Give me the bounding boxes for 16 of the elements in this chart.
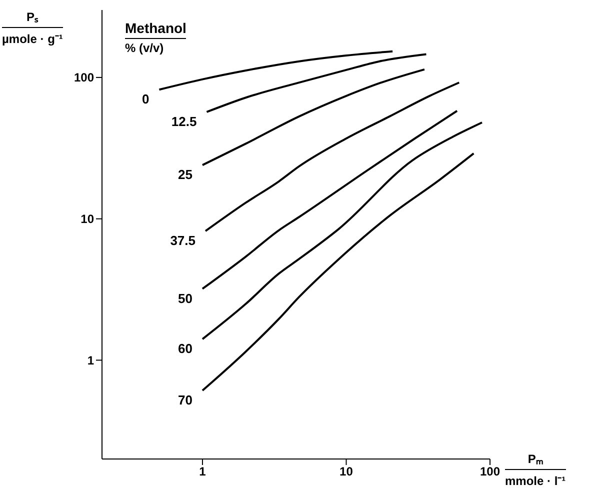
x-tick-label: 100 bbox=[480, 464, 500, 479]
y-tick-label: 100 bbox=[74, 70, 94, 85]
x-tick-label: 10 bbox=[340, 464, 354, 479]
x-axis-title: Pₘ mmole · l⁻¹ bbox=[505, 451, 566, 489]
series-label: 70 bbox=[178, 392, 192, 408]
series-label: 25 bbox=[178, 167, 192, 182]
y-tick-label: 10 bbox=[80, 212, 94, 226]
y-tick-label: 1 bbox=[87, 353, 94, 368]
series-label: 60 bbox=[178, 341, 192, 356]
x-tick-label: 1 bbox=[199, 464, 206, 479]
series-label: 37.5 bbox=[170, 233, 196, 248]
series-label: 0 bbox=[142, 92, 150, 107]
series-label: 12.5 bbox=[171, 114, 197, 129]
y-axis-title: Pₛ µmole · g⁻¹ bbox=[2, 9, 63, 47]
series-label: 50 bbox=[178, 290, 192, 306]
legend-title: Methanol % (v/v) bbox=[125, 20, 186, 55]
